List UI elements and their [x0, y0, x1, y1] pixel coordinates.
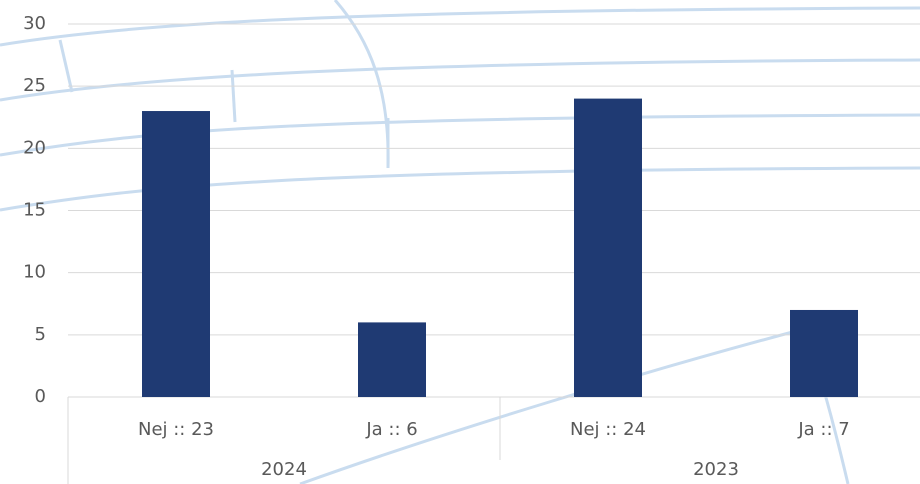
- y-tick-label: 15: [23, 200, 46, 221]
- bar: [574, 98, 642, 397]
- group-label: 2024: [261, 459, 307, 480]
- y-tick-label: 30: [23, 13, 46, 34]
- y-tick-label: 20: [23, 137, 46, 158]
- x-tick-label: Ja :: 6: [365, 419, 417, 440]
- group-label: 2023: [693, 459, 739, 480]
- y-tick-label: 10: [23, 262, 46, 283]
- x-tick-label: Nej :: 23: [138, 419, 214, 440]
- bar: [142, 111, 210, 398]
- x-tick-label: Nej :: 24: [570, 419, 646, 440]
- y-tick-label: 0: [35, 386, 46, 407]
- y-tick-label: 5: [35, 324, 46, 345]
- y-tick-label: 25: [23, 75, 46, 96]
- bar: [790, 309, 858, 397]
- x-tick-label: Ja :: 7: [797, 419, 849, 440]
- bar: [358, 322, 426, 397]
